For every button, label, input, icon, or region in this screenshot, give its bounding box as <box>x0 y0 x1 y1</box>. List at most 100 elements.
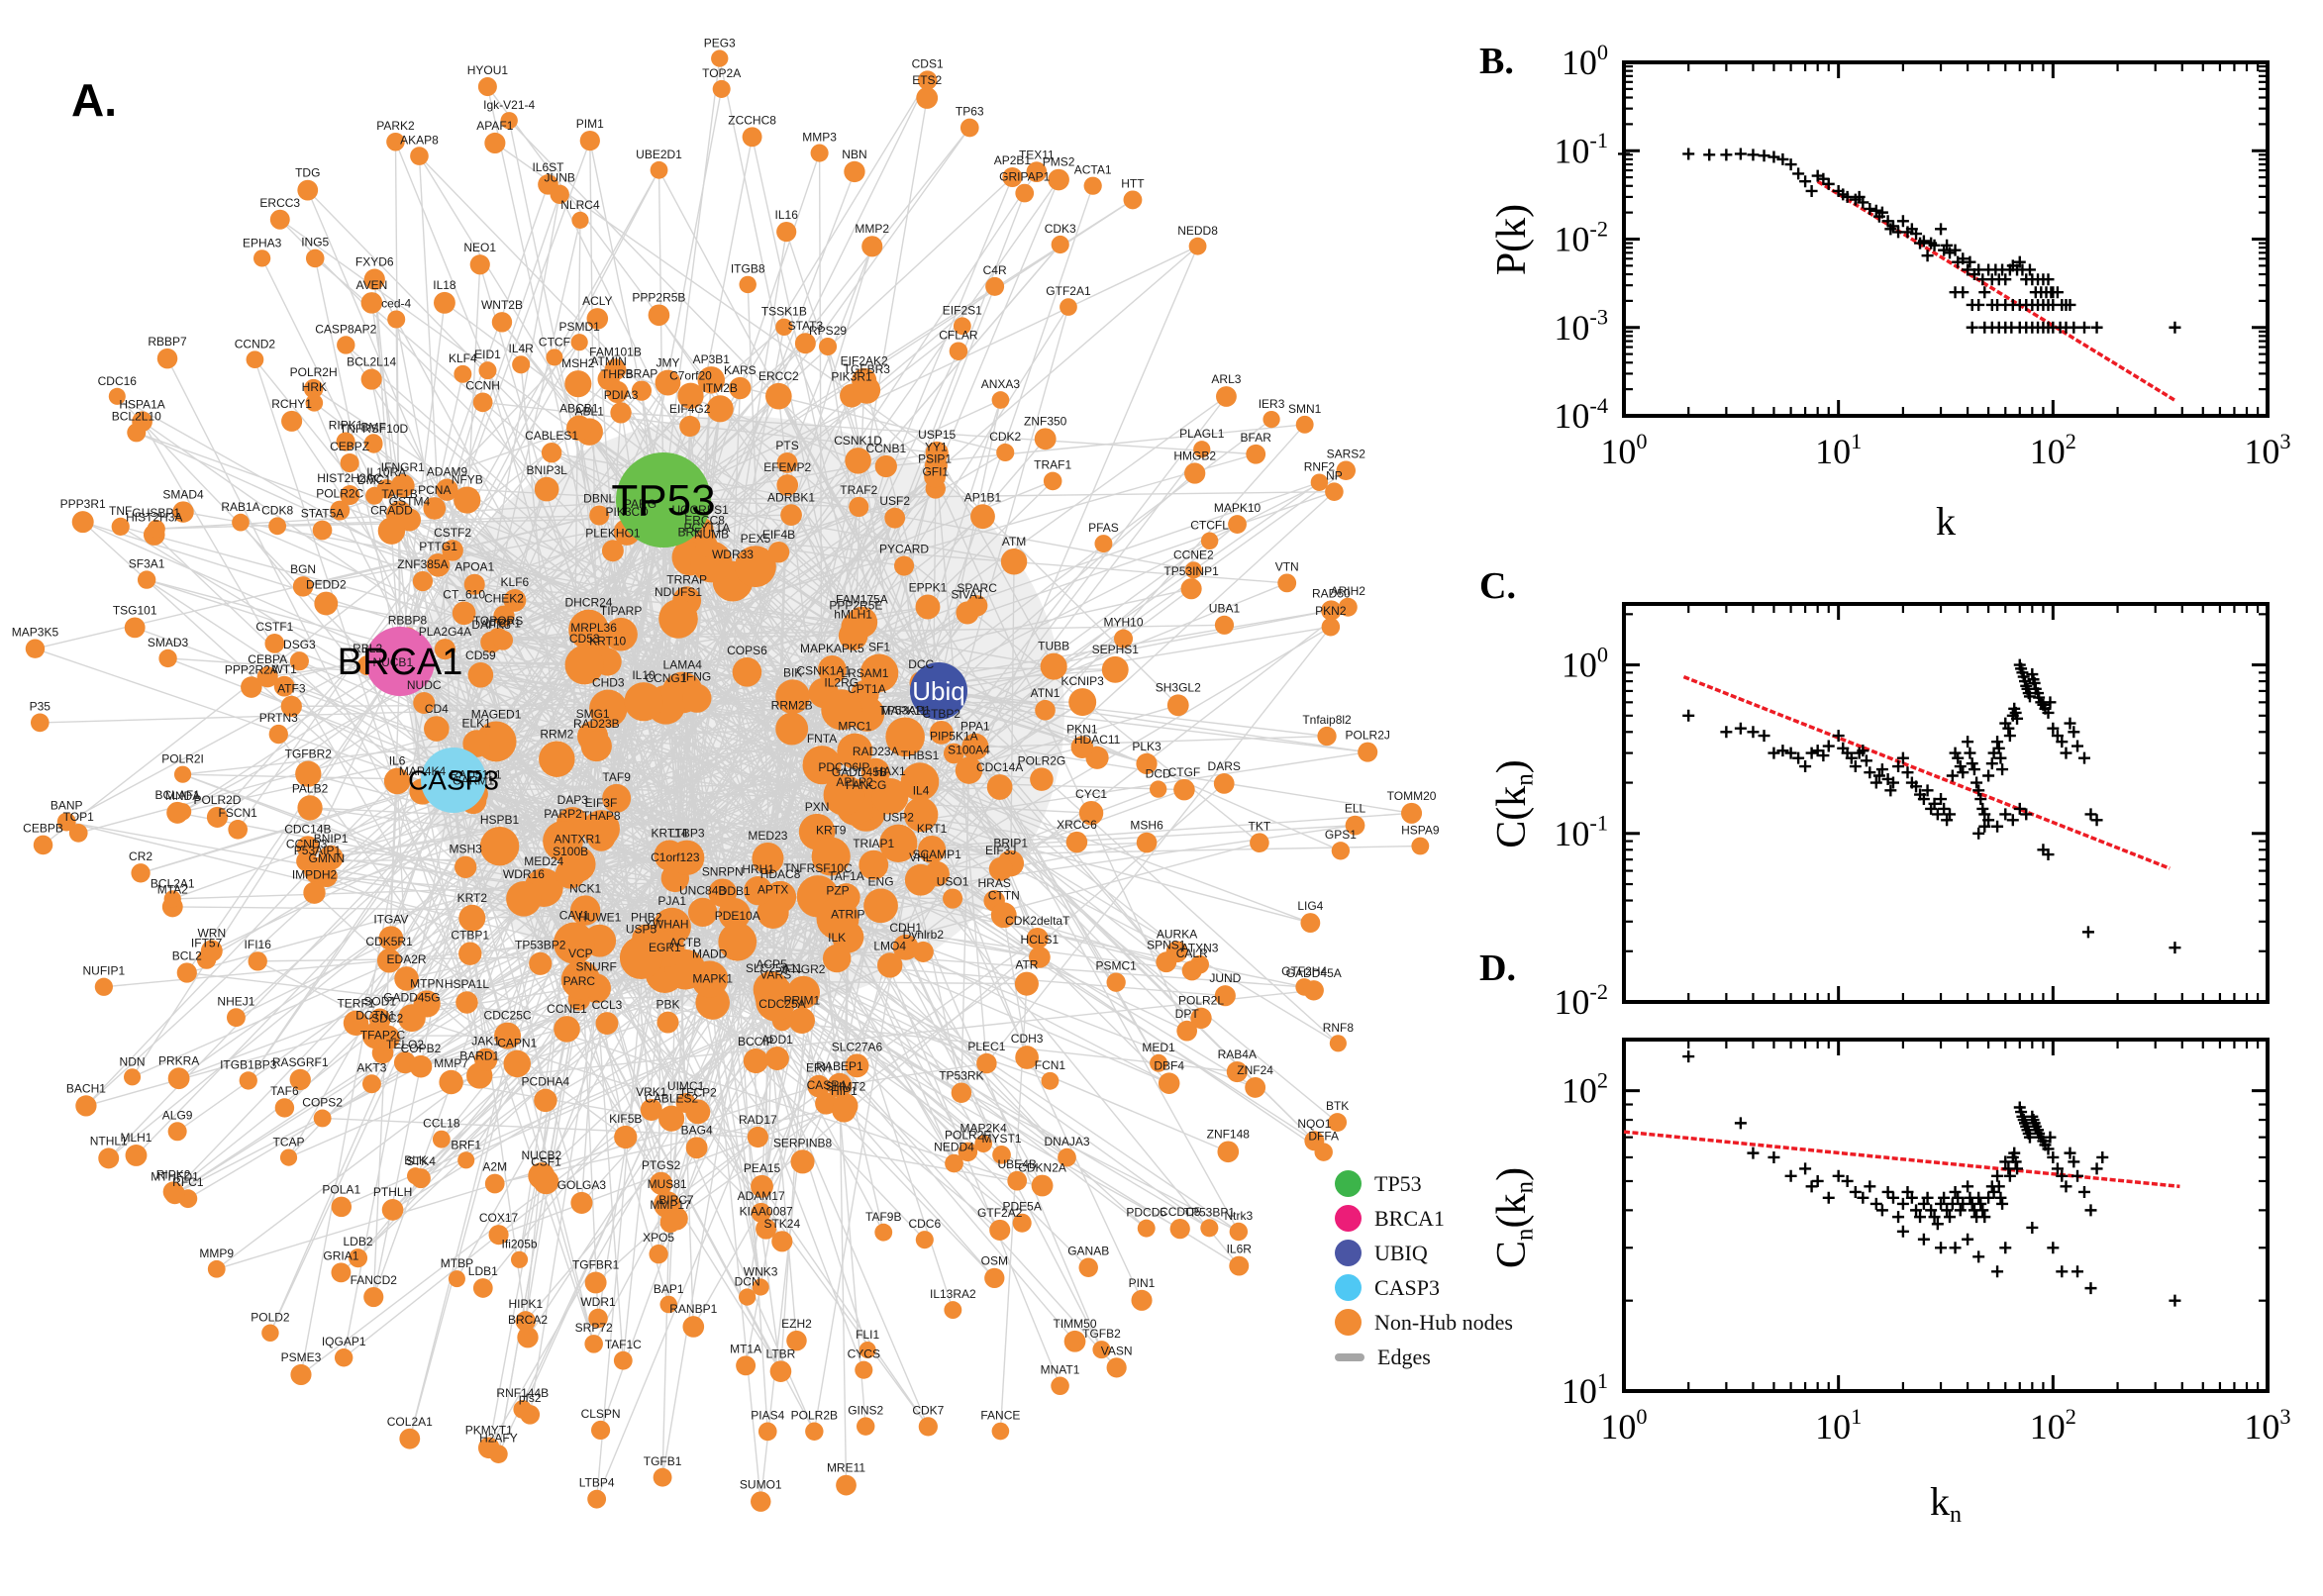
legend-label: CASP3 <box>1374 1274 1441 1300</box>
non-hub-node <box>232 513 250 532</box>
non-hub-node <box>786 1330 807 1351</box>
node-label: ADAM9 <box>427 465 468 479</box>
non-hub-node <box>462 730 490 757</box>
node-label: AKAP8 <box>400 133 439 147</box>
node-label: CDK3 <box>1045 222 1076 236</box>
plot-c: 100 10-1 10-2 C(kn) <box>1489 602 2270 1022</box>
non-hub-node <box>167 1122 187 1142</box>
node-label: CSF1 <box>531 1155 561 1169</box>
non-hub-node <box>860 757 890 787</box>
fit-line <box>1623 1130 2180 1189</box>
non-hub-node <box>1229 1255 1250 1276</box>
non-hub-node <box>844 160 865 183</box>
node-label: BCLAF1 <box>155 788 201 802</box>
non-hub-node <box>794 333 816 354</box>
non-hub-node <box>564 370 592 398</box>
non-hub-node <box>1329 1035 1347 1052</box>
node-label: GINS2 <box>848 1403 883 1417</box>
node-label: EIF3F <box>585 796 618 810</box>
node-label: EFEMP2 <box>763 460 811 474</box>
non-hub-node <box>960 118 979 138</box>
non-hub-node <box>775 712 809 746</box>
non-hub-node <box>94 977 113 996</box>
edge <box>684 176 1014 970</box>
non-hub-node <box>394 966 419 991</box>
non-hub-node <box>879 824 918 863</box>
tick-label: 102 <box>1562 1068 1608 1111</box>
hub-edge <box>453 779 838 959</box>
node-label: DAP3 <box>557 793 589 807</box>
network-edges <box>35 57 1421 1502</box>
node-label: SF3A1 <box>129 556 165 570</box>
non-hub-node <box>985 276 1005 296</box>
non-hub-node <box>312 520 333 541</box>
node-label: CCL18 <box>423 1117 460 1131</box>
non-hub-node <box>1136 752 1158 775</box>
node-label: NBN <box>842 148 866 161</box>
non-hub-node <box>463 573 485 595</box>
non-hub-node <box>1184 462 1206 484</box>
node-label: UNC84B <box>679 884 726 898</box>
node-label: GPS1 <box>1325 828 1357 842</box>
node-label: ING5 <box>301 236 329 249</box>
non-hub-node <box>1106 972 1126 992</box>
non-hub-node <box>929 720 954 745</box>
tick-label: 10-2 <box>1554 979 1608 1022</box>
non-hub-node <box>925 441 949 465</box>
non-hub-node <box>845 448 871 474</box>
node-label: SLC27A6 <box>832 1040 883 1053</box>
non-hub-node <box>822 944 852 973</box>
non-hub-node <box>587 1489 607 1509</box>
edge <box>302 522 641 588</box>
node-label: APLP2 <box>836 775 873 789</box>
node-label: TGFBR2 <box>285 747 333 760</box>
node-label: CDH3 <box>1011 1032 1044 1046</box>
non-hub-node <box>986 774 1013 800</box>
node-label: PCNA <box>418 483 451 497</box>
non-hub-node <box>943 888 963 909</box>
non-hub-node <box>718 922 758 961</box>
node-label: DFFA <box>1308 1129 1339 1143</box>
node-label: PLEC1 <box>967 1040 1005 1053</box>
hub-edge <box>370 378 454 781</box>
node-label: THAP8 <box>582 809 621 823</box>
non-hub-node <box>1015 1046 1039 1069</box>
node-label: TSG101 <box>113 603 157 617</box>
node-label: PLAGL1 <box>1179 427 1225 441</box>
non-hub-node <box>553 922 595 964</box>
non-hub-node <box>337 336 355 354</box>
node-label: PIM1 <box>576 117 604 131</box>
node-label: LIG4 <box>1297 899 1323 913</box>
non-hub-node <box>1031 1174 1054 1197</box>
non-hub-node <box>479 826 520 866</box>
node-label: MADD <box>692 947 728 960</box>
node-label: ZCCHC8 <box>728 113 776 127</box>
non-hub-node <box>1150 780 1167 798</box>
non-hub-node <box>1217 1141 1240 1163</box>
non-hub-node <box>858 849 889 880</box>
non-hub-node <box>1336 460 1357 481</box>
hub-edge <box>399 660 648 940</box>
non-hub-node <box>1169 1218 1190 1240</box>
non-hub-node <box>1131 1289 1153 1311</box>
non-hub-node <box>863 888 898 924</box>
non-hub-node <box>503 1049 532 1078</box>
node-label: BAP1 <box>654 1282 684 1296</box>
non-hub-node <box>655 369 681 396</box>
edge <box>434 184 550 509</box>
node-label: NCK1 <box>569 881 601 895</box>
non-hub-node <box>520 1404 541 1425</box>
non-hub-node <box>659 1295 677 1314</box>
non-hub-node <box>290 1363 312 1386</box>
node-label: PARC <box>563 974 596 988</box>
edge <box>345 441 823 766</box>
non-hub-node <box>739 275 757 294</box>
non-hub-node <box>500 112 518 130</box>
node-label: AP1B1 <box>964 490 1002 504</box>
non-hub-node <box>261 1324 279 1342</box>
node-label: CCL3 <box>592 998 623 1012</box>
node-label: IL6R <box>1227 1243 1253 1256</box>
node-label: S100B <box>553 845 588 858</box>
hub-edge <box>662 491 1335 501</box>
hub-edge <box>399 660 643 958</box>
